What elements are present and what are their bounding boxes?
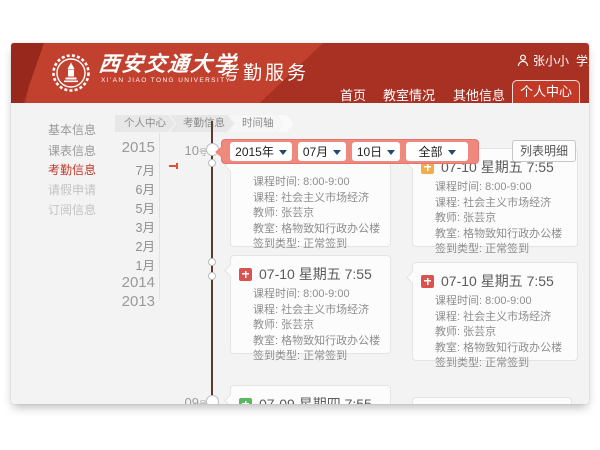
nav-personal-center-active-tab[interactable]: 个人中心 xyxy=(512,80,580,103)
stamp-green-icon xyxy=(239,397,252,404)
attendance-card[interactable]: 07-10 星期五 7:55 课程时间: 8:00-9:00 课程: 社会主义市… xyxy=(224,255,391,362)
day-marker-09: 09号 xyxy=(184,395,207,404)
breadcrumb: 个人中心 考勤信息 时间轴 xyxy=(115,115,294,132)
list-detail-button[interactable]: 列表明细 xyxy=(512,140,576,162)
attendance-card[interactable]: 07-09 星期四 7:55 xyxy=(224,385,391,404)
chevron-down-icon xyxy=(333,149,342,159)
sidebar-item-subscription-info[interactable]: 订阅信息 xyxy=(48,203,97,217)
breadcrumb-personal-center[interactable]: 个人中心 xyxy=(115,115,175,132)
breadcrumb-tail xyxy=(278,115,294,132)
year-list-divider xyxy=(159,133,160,301)
attendance-card[interactable] xyxy=(412,397,572,404)
chevron-down-icon xyxy=(278,149,287,159)
chevron-down-icon xyxy=(447,149,456,159)
stamp-red-icon xyxy=(239,267,252,281)
university-name-cn: 西安交通大学 xyxy=(97,51,239,76)
app-window: 西安交通大学 XI'AN JIAO TONG UNIVERSITY 考勤服务 张… xyxy=(11,43,589,404)
date-filter-bubble: 2015年 07月 10日 全部 xyxy=(215,139,479,164)
attendance-card[interactable]: 07-10 星期五 7:55 课程时间: 8:00-9:00 课程: 社会主义市… xyxy=(406,148,578,255)
year-select[interactable]: 2015年 xyxy=(230,142,292,161)
chevron-down-icon xyxy=(387,149,396,159)
user-role: 学生 xyxy=(576,54,589,68)
person-icon xyxy=(517,54,529,67)
timeline-dot-small xyxy=(208,159,216,167)
breadcrumb-timeline[interactable]: 时间轴 xyxy=(229,115,283,132)
timeline-month-mar[interactable]: 3月 xyxy=(135,221,155,235)
sidebar-item-leave-request[interactable]: 请假申请 xyxy=(48,183,97,197)
stamp-red-icon xyxy=(421,274,434,288)
selected-month-tick xyxy=(169,163,178,169)
university-logo-icon xyxy=(51,53,91,93)
sidebar-item-attendance-info[interactable]: 考勤信息 xyxy=(48,163,97,177)
attendance-card[interactable]: 课程时间: 8:00-9:00 课程: 社会主义市场经济 教师: 张芸京 教室:… xyxy=(224,150,391,250)
user-name: 张小小 xyxy=(533,54,570,68)
attendance-card[interactable]: 07-10 星期五 7:55 课程时间: 8:00-9:00 课程: 社会主义市… xyxy=(406,262,578,369)
university-name-en: XI'AN JIAO TONG UNIVERSITY xyxy=(101,77,232,84)
timeline-month-may[interactable]: 5月 xyxy=(135,202,155,216)
nav-classrooms[interactable]: 教室情况 xyxy=(383,88,436,103)
month-select[interactable]: 07月 xyxy=(298,142,346,161)
sidebar-item-schedule-info[interactable]: 课表信息 xyxy=(48,144,97,158)
timeline-month-jan[interactable]: 1月 xyxy=(135,259,155,273)
day-marker-10: 10号 xyxy=(184,143,207,158)
timeline-dot-large xyxy=(206,395,219,404)
timeline-month-jul[interactable]: 7月 xyxy=(135,164,155,178)
timeline-year-2013[interactable]: 2013 xyxy=(121,293,155,310)
timeline-dot-small xyxy=(208,258,216,266)
app-header: 西安交通大学 XI'AN JIAO TONG UNIVERSITY 考勤服务 张… xyxy=(11,43,589,103)
timeline-month-jun[interactable]: 6月 xyxy=(135,183,155,197)
user-info[interactable]: 张小小 学生 xyxy=(517,52,589,69)
type-select[interactable]: 全部 xyxy=(406,142,468,161)
timeline-year-2014[interactable]: 2014 xyxy=(121,274,155,291)
nav-home[interactable]: 首页 xyxy=(340,88,367,103)
day-select[interactable]: 10日 xyxy=(352,142,400,161)
sidebar-item-basic-info[interactable]: 基本信息 xyxy=(48,123,97,137)
timeline-dot-small xyxy=(208,272,216,280)
nav-other-info[interactable]: 其他信息 xyxy=(453,88,506,103)
timeline-year-2015[interactable]: 2015 xyxy=(121,139,155,156)
timeline-month-feb[interactable]: 2月 xyxy=(135,240,155,254)
app-title: 考勤服务 xyxy=(221,63,310,84)
breadcrumb-attendance-info[interactable]: 考勤信息 xyxy=(170,115,234,132)
